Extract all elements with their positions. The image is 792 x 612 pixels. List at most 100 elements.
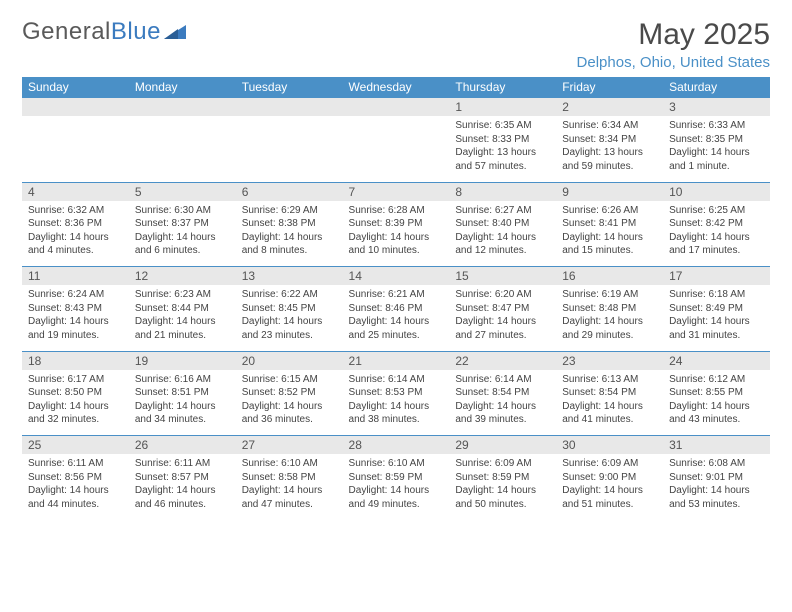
sunrise-line: Sunrise: 6:22 AM bbox=[242, 288, 337, 302]
day-content-cell bbox=[343, 116, 450, 182]
daylight-line: Daylight: 14 hours and 44 minutes. bbox=[28, 484, 123, 511]
sunset-line: Sunset: 8:33 PM bbox=[455, 133, 550, 147]
day-number-cell: 15 bbox=[449, 267, 556, 286]
day-content-cell: Sunrise: 6:14 AMSunset: 8:53 PMDaylight:… bbox=[343, 370, 450, 436]
day-content-cell: Sunrise: 6:30 AMSunset: 8:37 PMDaylight:… bbox=[129, 201, 236, 267]
day-content-cell: Sunrise: 6:15 AMSunset: 8:52 PMDaylight:… bbox=[236, 370, 343, 436]
day-content-row: Sunrise: 6:17 AMSunset: 8:50 PMDaylight:… bbox=[22, 370, 770, 436]
sunrise-line: Sunrise: 6:11 AM bbox=[28, 457, 123, 471]
day-number-cell: 2 bbox=[556, 98, 663, 117]
sunset-line: Sunset: 8:36 PM bbox=[28, 217, 123, 231]
sunset-line: Sunset: 8:59 PM bbox=[349, 471, 444, 485]
sunset-line: Sunset: 8:42 PM bbox=[669, 217, 764, 231]
sunrise-line: Sunrise: 6:18 AM bbox=[669, 288, 764, 302]
sunrise-line: Sunrise: 6:20 AM bbox=[455, 288, 550, 302]
brand-logo: GeneralBlue bbox=[22, 18, 186, 46]
daylight-line: Daylight: 14 hours and 39 minutes. bbox=[455, 400, 550, 427]
day-number-cell: 3 bbox=[663, 98, 770, 117]
sunset-line: Sunset: 8:37 PM bbox=[135, 217, 230, 231]
sunset-line: Sunset: 8:58 PM bbox=[242, 471, 337, 485]
sunset-line: Sunset: 8:59 PM bbox=[455, 471, 550, 485]
day-content-cell: Sunrise: 6:28 AMSunset: 8:39 PMDaylight:… bbox=[343, 201, 450, 267]
daylight-line: Daylight: 14 hours and 50 minutes. bbox=[455, 484, 550, 511]
day-content-cell: Sunrise: 6:16 AMSunset: 8:51 PMDaylight:… bbox=[129, 370, 236, 436]
daylight-line: Daylight: 14 hours and 10 minutes. bbox=[349, 231, 444, 258]
sunset-line: Sunset: 8:47 PM bbox=[455, 302, 550, 316]
day-number-cell: 23 bbox=[556, 351, 663, 370]
daylight-line: Daylight: 14 hours and 41 minutes. bbox=[562, 400, 657, 427]
day-content-cell: Sunrise: 6:33 AMSunset: 8:35 PMDaylight:… bbox=[663, 116, 770, 182]
day-number-cell: 6 bbox=[236, 182, 343, 201]
day-content-cell: Sunrise: 6:21 AMSunset: 8:46 PMDaylight:… bbox=[343, 285, 450, 351]
sunset-line: Sunset: 8:56 PM bbox=[28, 471, 123, 485]
sunset-line: Sunset: 8:52 PM bbox=[242, 386, 337, 400]
day-content-cell: Sunrise: 6:24 AMSunset: 8:43 PMDaylight:… bbox=[22, 285, 129, 351]
daylight-line: Daylight: 14 hours and 36 minutes. bbox=[242, 400, 337, 427]
day-header: Wednesday bbox=[343, 77, 450, 98]
day-number-cell: 12 bbox=[129, 267, 236, 286]
sunrise-line: Sunrise: 6:13 AM bbox=[562, 373, 657, 387]
day-number-cell: 9 bbox=[556, 182, 663, 201]
sunset-line: Sunset: 8:49 PM bbox=[669, 302, 764, 316]
sunrise-line: Sunrise: 6:10 AM bbox=[349, 457, 444, 471]
sunset-line: Sunset: 8:45 PM bbox=[242, 302, 337, 316]
day-number-cell: 4 bbox=[22, 182, 129, 201]
sunset-line: Sunset: 8:39 PM bbox=[349, 217, 444, 231]
sunset-line: Sunset: 8:40 PM bbox=[455, 217, 550, 231]
sunrise-line: Sunrise: 6:09 AM bbox=[562, 457, 657, 471]
day-number-cell: 18 bbox=[22, 351, 129, 370]
day-content-cell: Sunrise: 6:09 AMSunset: 8:59 PMDaylight:… bbox=[449, 454, 556, 520]
day-header: Thursday bbox=[449, 77, 556, 98]
sunset-line: Sunset: 8:50 PM bbox=[28, 386, 123, 400]
day-number-cell: 16 bbox=[556, 267, 663, 286]
day-content-cell bbox=[129, 116, 236, 182]
sunset-line: Sunset: 9:00 PM bbox=[562, 471, 657, 485]
daylight-line: Daylight: 14 hours and 43 minutes. bbox=[669, 400, 764, 427]
sunset-line: Sunset: 8:38 PM bbox=[242, 217, 337, 231]
daylight-line: Daylight: 14 hours and 51 minutes. bbox=[562, 484, 657, 511]
daylight-line: Daylight: 14 hours and 15 minutes. bbox=[562, 231, 657, 258]
sunrise-line: Sunrise: 6:11 AM bbox=[135, 457, 230, 471]
sunrise-line: Sunrise: 6:26 AM bbox=[562, 204, 657, 218]
sunrise-line: Sunrise: 6:21 AM bbox=[349, 288, 444, 302]
day-content-cell: Sunrise: 6:18 AMSunset: 8:49 PMDaylight:… bbox=[663, 285, 770, 351]
day-content-cell bbox=[236, 116, 343, 182]
logo-triangle-icon bbox=[164, 18, 186, 46]
calendar-table: Sunday Monday Tuesday Wednesday Thursday… bbox=[22, 77, 770, 520]
brand-part1: General bbox=[22, 18, 111, 46]
sunrise-line: Sunrise: 6:16 AM bbox=[135, 373, 230, 387]
sunrise-line: Sunrise: 6:34 AM bbox=[562, 119, 657, 133]
calendar-body: 123Sunrise: 6:35 AMSunset: 8:33 PMDaylig… bbox=[22, 98, 770, 521]
sunset-line: Sunset: 8:57 PM bbox=[135, 471, 230, 485]
day-number-cell: 5 bbox=[129, 182, 236, 201]
day-number-row: 11121314151617 bbox=[22, 267, 770, 286]
sunrise-line: Sunrise: 6:14 AM bbox=[349, 373, 444, 387]
sunset-line: Sunset: 8:46 PM bbox=[349, 302, 444, 316]
day-content-cell: Sunrise: 6:12 AMSunset: 8:55 PMDaylight:… bbox=[663, 370, 770, 436]
day-number-row: 18192021222324 bbox=[22, 351, 770, 370]
sunset-line: Sunset: 8:51 PM bbox=[135, 386, 230, 400]
sunset-line: Sunset: 8:48 PM bbox=[562, 302, 657, 316]
sunset-line: Sunset: 8:54 PM bbox=[455, 386, 550, 400]
day-header: Sunday bbox=[22, 77, 129, 98]
day-number-cell: 29 bbox=[449, 436, 556, 455]
day-number-cell: 11 bbox=[22, 267, 129, 286]
sunrise-line: Sunrise: 6:23 AM bbox=[135, 288, 230, 302]
daylight-line: Daylight: 14 hours and 27 minutes. bbox=[455, 315, 550, 342]
day-number-cell: 1 bbox=[449, 98, 556, 117]
day-header: Monday bbox=[129, 77, 236, 98]
day-content-cell: Sunrise: 6:13 AMSunset: 8:54 PMDaylight:… bbox=[556, 370, 663, 436]
day-number-cell bbox=[343, 98, 450, 117]
day-content-cell: Sunrise: 6:10 AMSunset: 8:58 PMDaylight:… bbox=[236, 454, 343, 520]
day-content-cell bbox=[22, 116, 129, 182]
day-number-cell: 10 bbox=[663, 182, 770, 201]
daylight-line: Daylight: 13 hours and 59 minutes. bbox=[562, 146, 657, 173]
day-content-cell: Sunrise: 6:25 AMSunset: 8:42 PMDaylight:… bbox=[663, 201, 770, 267]
daylight-line: Daylight: 14 hours and 34 minutes. bbox=[135, 400, 230, 427]
day-number-cell: 27 bbox=[236, 436, 343, 455]
daylight-line: Daylight: 14 hours and 38 minutes. bbox=[349, 400, 444, 427]
day-content-cell: Sunrise: 6:11 AMSunset: 8:57 PMDaylight:… bbox=[129, 454, 236, 520]
day-header: Tuesday bbox=[236, 77, 343, 98]
sunrise-line: Sunrise: 6:10 AM bbox=[242, 457, 337, 471]
sunrise-line: Sunrise: 6:14 AM bbox=[455, 373, 550, 387]
